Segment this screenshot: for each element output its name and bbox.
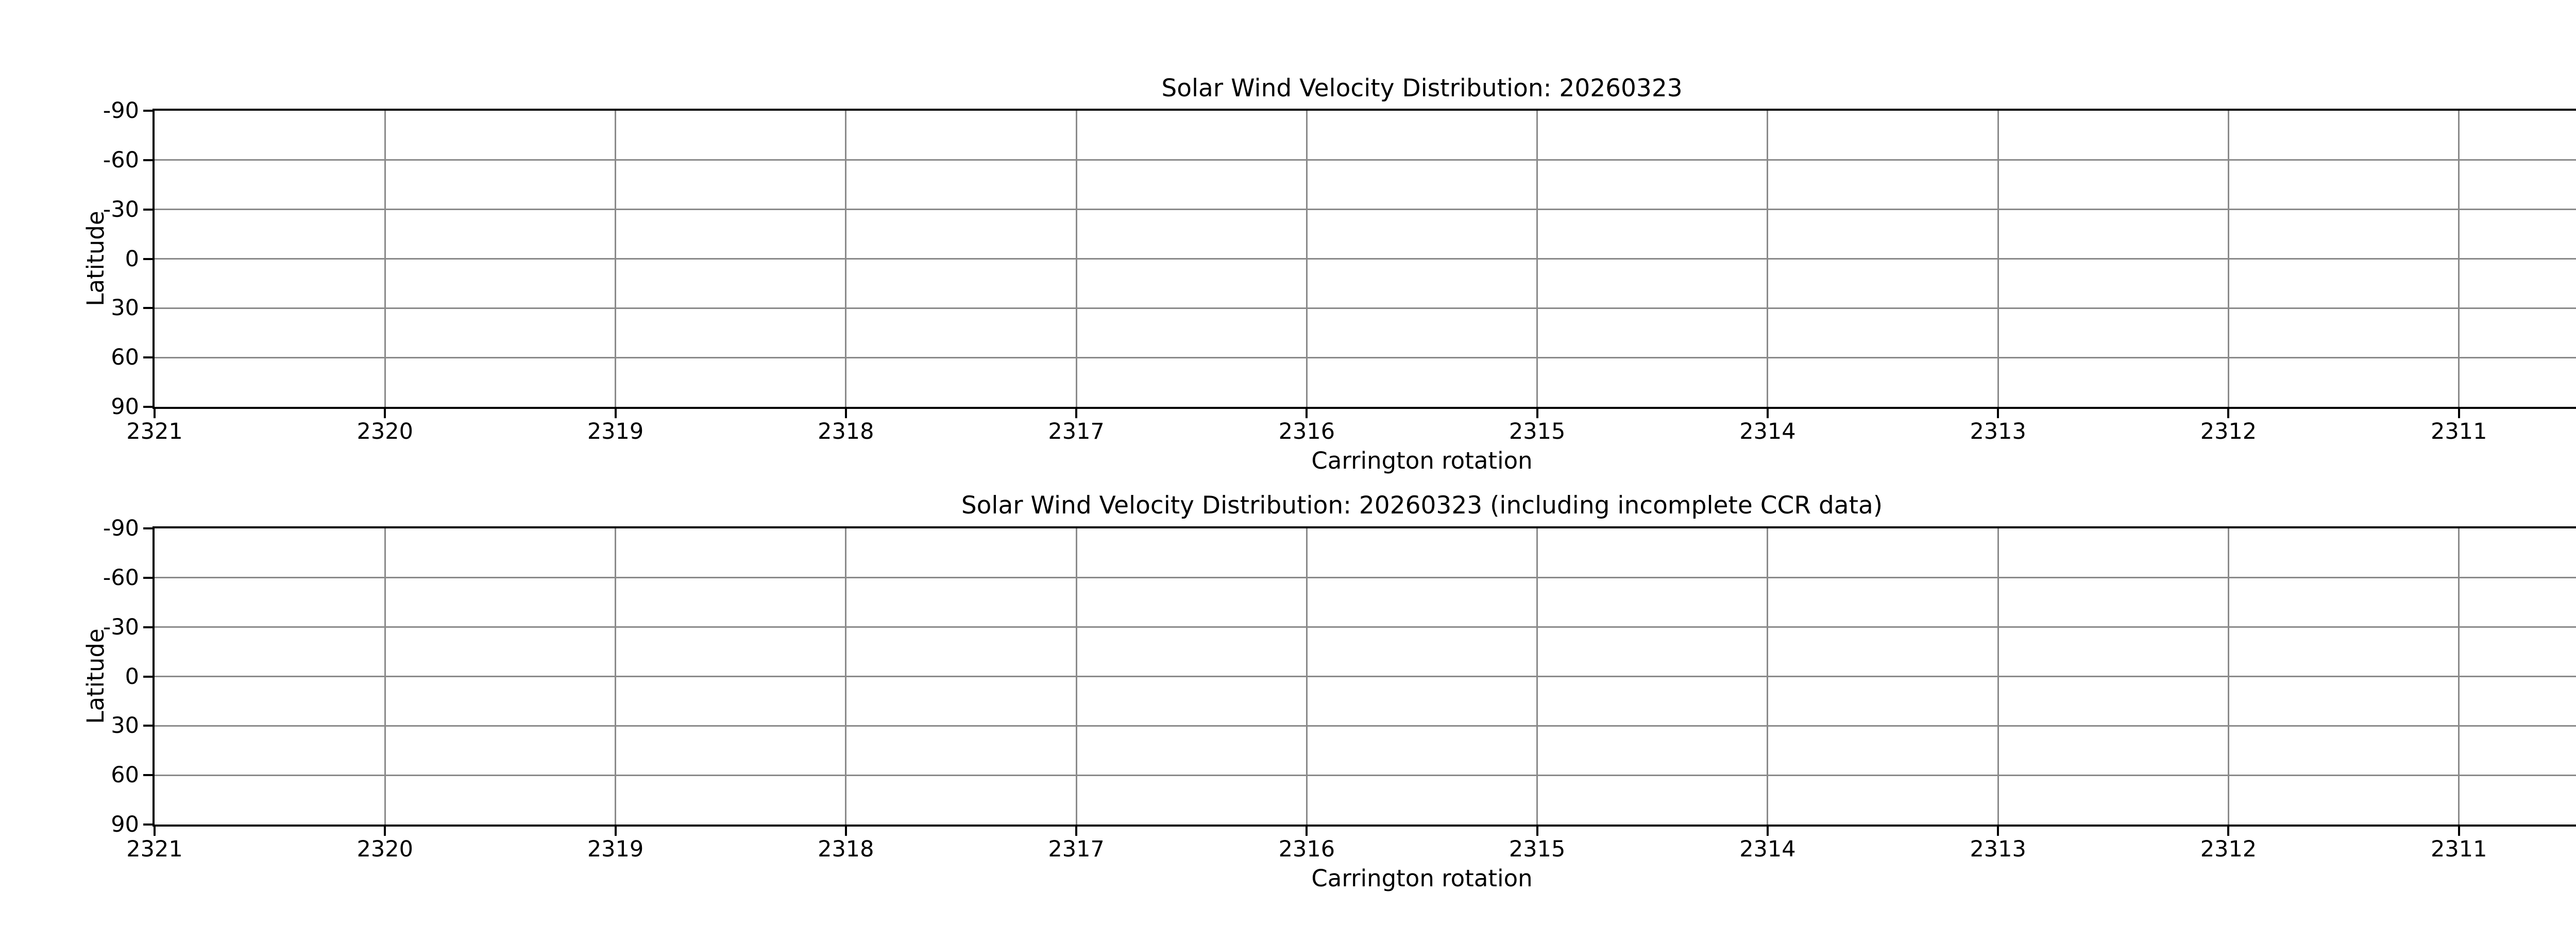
- x-tick-mark: [1766, 409, 1769, 418]
- gridline-horizontal: [155, 159, 2576, 161]
- x-tick-label: 2319: [587, 836, 644, 862]
- x-tick-label: 2313: [1970, 419, 2026, 444]
- y-tick-label: -30: [103, 614, 139, 640]
- x-tick-label: 2315: [1509, 419, 1566, 444]
- x-tick-label: 2321: [126, 836, 183, 862]
- x-tick-mark: [1536, 409, 1538, 418]
- x-tick-label: 2312: [2200, 836, 2257, 862]
- x-tick-label: 2316: [1278, 419, 1335, 444]
- y-tick-mark: [143, 725, 152, 727]
- y-tick-mark: [143, 527, 152, 529]
- x-tick-label: 2318: [818, 419, 874, 444]
- bottom-panel-title: Solar Wind Velocity Distribution: 202603…: [961, 491, 1883, 520]
- x-tick-label: 2320: [357, 836, 413, 862]
- y-tick-label: -60: [103, 564, 139, 591]
- y-tick-mark: [143, 626, 152, 628]
- x-tick-label: 2321: [126, 419, 183, 444]
- x-tick-mark: [844, 827, 847, 836]
- x-tick-mark: [2227, 827, 2230, 836]
- x-tick-mark: [384, 827, 386, 836]
- y-tick-label: -30: [103, 196, 139, 222]
- gridline-horizontal: [155, 356, 2576, 358]
- y-tick-label: 90: [111, 812, 139, 837]
- y-tick-label: -90: [103, 516, 139, 541]
- y-tick-label: 90: [111, 394, 139, 420]
- x-tick-label: 2311: [2431, 836, 2487, 862]
- x-tick-mark: [384, 409, 386, 418]
- y-tick-mark: [143, 406, 152, 408]
- y-tick-label: 0: [125, 663, 139, 690]
- y-tick-label: 60: [111, 345, 139, 371]
- x-tick-label: 2319: [587, 419, 644, 444]
- x-tick-mark: [844, 409, 847, 418]
- y-tick-mark: [143, 823, 152, 826]
- x-tick-mark: [154, 827, 156, 836]
- x-tick-label: 2314: [1739, 836, 1796, 862]
- x-tick-mark: [1306, 827, 1308, 836]
- x-tick-label: 2313: [1970, 836, 2026, 862]
- y-tick-mark: [143, 208, 152, 211]
- gridline-horizontal: [155, 676, 2576, 677]
- gridline-horizontal: [155, 725, 2576, 727]
- x-tick-label: 2311: [2431, 419, 2487, 444]
- plot-area-border: [152, 526, 2576, 827]
- y-tick-mark: [143, 258, 152, 260]
- x-tick-label: 2316: [1278, 836, 1335, 862]
- x-tick-label: 2318: [818, 836, 874, 862]
- x-tick-label: 2312: [2200, 419, 2257, 444]
- top-panel-title: Solar Wind Velocity Distribution: 202603…: [1161, 74, 1683, 102]
- y-tick-mark: [143, 159, 152, 161]
- y-tick-mark: [143, 307, 152, 310]
- y-tick-mark: [143, 110, 152, 112]
- gridline-horizontal: [155, 774, 2576, 776]
- x-tick-label: 2320: [357, 419, 413, 444]
- x-tick-mark: [1997, 827, 1999, 836]
- x-tick-mark: [2227, 409, 2230, 418]
- bottom-panel-x-axis-label: Carrington rotation: [1311, 865, 1533, 892]
- y-tick-mark: [143, 576, 152, 579]
- gridline-horizontal: [155, 209, 2576, 211]
- y-tick-mark: [143, 356, 152, 359]
- x-tick-mark: [154, 409, 156, 418]
- y-tick-mark: [143, 774, 152, 777]
- x-tick-mark: [1075, 827, 1078, 836]
- x-tick-label: 2314: [1739, 419, 1796, 444]
- x-tick-mark: [1306, 409, 1308, 418]
- x-tick-mark: [1766, 827, 1769, 836]
- plot-area-border: [152, 109, 2576, 409]
- y-tick-label: 0: [125, 246, 139, 272]
- y-tick-label: -60: [103, 147, 139, 173]
- x-tick-label: 2317: [1048, 836, 1105, 862]
- x-tick-mark: [614, 827, 617, 836]
- y-tick-label: 60: [111, 762, 139, 788]
- y-tick-label: 30: [111, 295, 139, 321]
- x-tick-label: 2317: [1048, 419, 1105, 444]
- gridline-horizontal: [155, 577, 2576, 579]
- y-tick-label: 30: [111, 713, 139, 739]
- x-tick-mark: [1075, 409, 1078, 418]
- gridline-horizontal: [155, 307, 2576, 309]
- top-panel-x-axis-label: Carrington rotation: [1311, 447, 1533, 474]
- x-tick-mark: [1997, 409, 1999, 418]
- y-tick-label: -90: [103, 98, 139, 124]
- y-tick-mark: [143, 675, 152, 678]
- gridline-horizontal: [155, 626, 2576, 628]
- gridline-horizontal: [155, 258, 2576, 260]
- x-tick-mark: [1536, 827, 1538, 836]
- x-tick-mark: [2458, 409, 2460, 418]
- x-tick-mark: [614, 409, 617, 418]
- x-tick-label: 2315: [1509, 836, 1566, 862]
- x-tick-mark: [2458, 827, 2460, 836]
